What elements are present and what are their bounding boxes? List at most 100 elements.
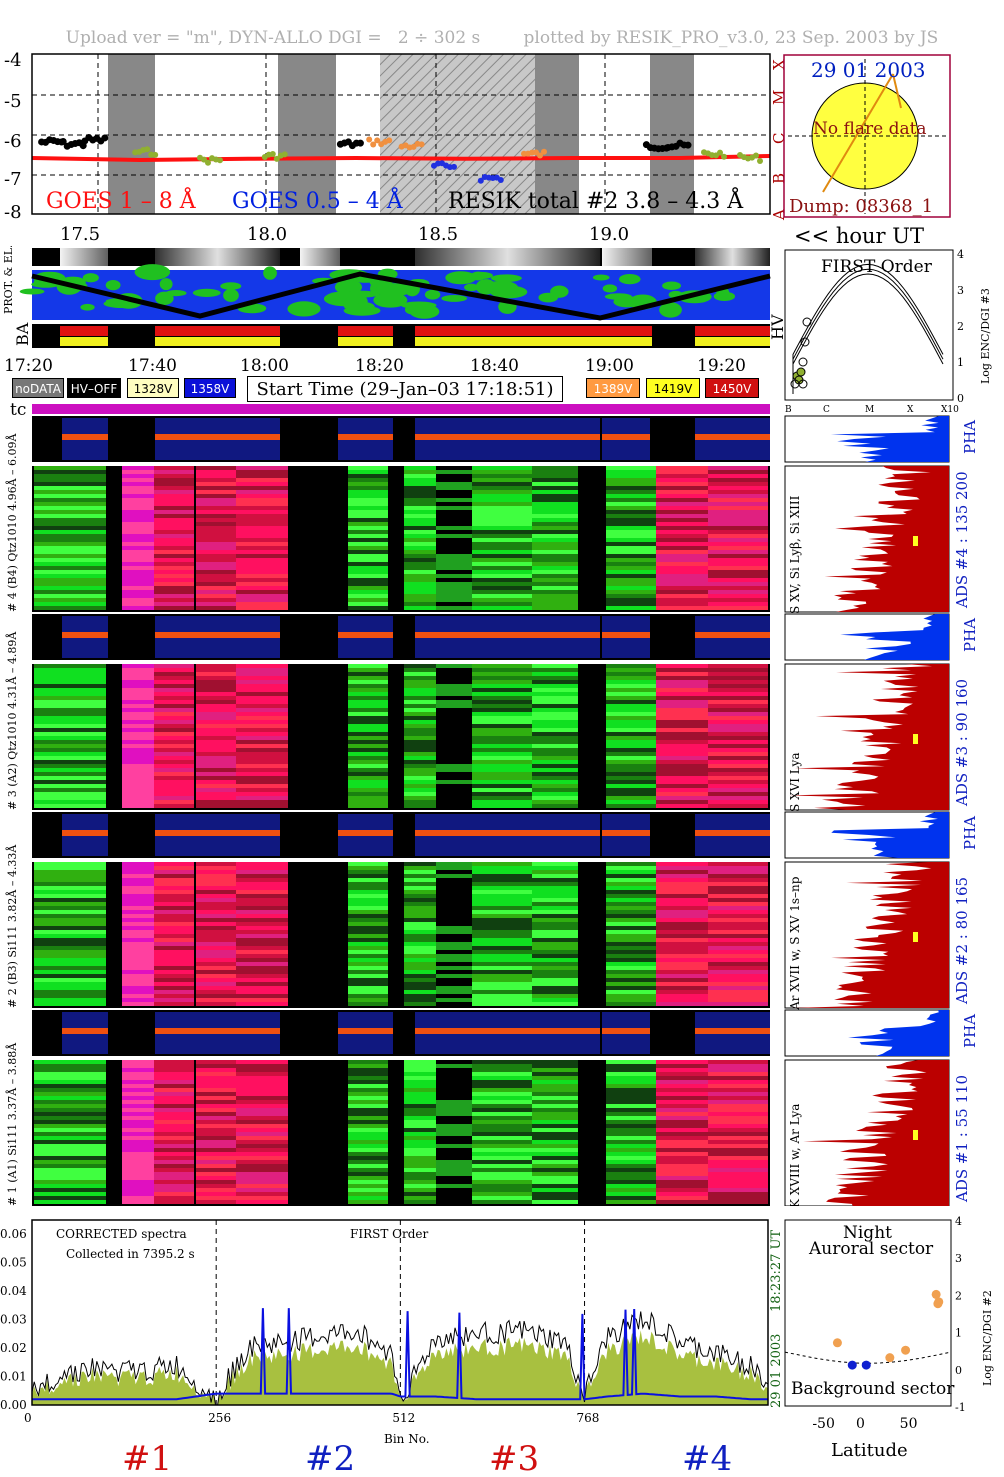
ads-row: [34, 934, 106, 938]
ads-row: [196, 506, 236, 510]
ads-row: [606, 676, 656, 680]
ads-row: [436, 768, 472, 772]
ads-row: [154, 942, 194, 946]
ads-row: [436, 1152, 472, 1156]
ads-row: [656, 1164, 708, 1168]
ads-row: [708, 780, 768, 784]
ads-row: [236, 708, 288, 712]
ads-row: [436, 970, 472, 974]
ads-row: [532, 866, 578, 870]
map-land: [490, 274, 522, 283]
ads-row: [34, 776, 106, 780]
ads-row: [532, 898, 578, 902]
ads-row: [404, 1200, 436, 1204]
ads-row: [606, 938, 656, 942]
ads-row: [532, 1124, 578, 1128]
ads-row: [122, 566, 154, 570]
ads-row: [34, 668, 106, 672]
ads-row: [122, 986, 154, 990]
ads-row: [436, 598, 472, 602]
ads-row: [348, 938, 388, 942]
ads-row: [436, 1120, 472, 1124]
ads-row: [472, 1180, 532, 1184]
ads-row: [606, 954, 656, 958]
ads-row: [606, 1076, 656, 1080]
ads-row: [122, 1184, 154, 1188]
ads-row: [532, 780, 578, 784]
ads-row: [196, 752, 236, 756]
lat-xtick: -50: [812, 1416, 835, 1432]
ads-row: [122, 862, 154, 866]
ads-row: [472, 918, 532, 922]
ads-row: [708, 1104, 768, 1108]
ads-row: [472, 566, 532, 570]
ads-row: [122, 466, 154, 470]
ads-row: [708, 574, 768, 578]
resik-point: [537, 152, 543, 159]
ads-row: [154, 1148, 194, 1152]
ads-row: [606, 668, 656, 672]
ads-row: [236, 1100, 288, 1104]
ads-row: [656, 902, 708, 906]
ads-row: [606, 1128, 656, 1132]
ads-row: [122, 1168, 154, 1172]
ads-row: [656, 498, 708, 502]
ads-row: [436, 696, 472, 700]
ads-row: [154, 514, 194, 518]
hour-ut-label: << hour UT: [794, 224, 924, 248]
map-land: [604, 293, 632, 300]
ads-row: [404, 490, 436, 494]
spec-side-date: 29 01 2003: [769, 1334, 784, 1408]
map-land: [618, 274, 641, 285]
ads-row: [34, 582, 106, 586]
ads-row: [154, 982, 194, 986]
map-land: [475, 279, 497, 295]
ads-row: [656, 1124, 708, 1128]
ads-row: [656, 1072, 708, 1076]
ads-row: [348, 1092, 388, 1096]
ads-row: [122, 788, 154, 792]
ads-row: [532, 578, 578, 582]
ads-row: [154, 546, 194, 550]
ads-row: [472, 1088, 532, 1092]
ads-row: [196, 1172, 236, 1176]
ads-row: [34, 930, 106, 934]
ads-row: [404, 688, 436, 692]
ads-row: [606, 470, 656, 474]
legend-1419v: 1419V: [646, 378, 700, 398]
ads-row: [196, 886, 236, 890]
channel-label: # 2 (B3) Si111 3.82Å – 4.33Å: [5, 844, 19, 1008]
ads-row: [404, 780, 436, 784]
ba-yellow: [338, 337, 393, 346]
ads-row: [154, 1156, 194, 1160]
ads-row: [122, 1120, 154, 1124]
ads-row: [656, 502, 708, 506]
pha-band: [338, 632, 393, 638]
ads-row: [122, 570, 154, 574]
ads-row: [436, 1080, 472, 1084]
ads-row: [404, 902, 436, 906]
ads-row: [606, 498, 656, 502]
ads-row: [34, 1096, 106, 1100]
ads-row: [532, 1176, 578, 1180]
ads-row: [122, 684, 154, 688]
ads-row: [606, 606, 656, 610]
fo-xtick: X: [907, 405, 914, 414]
ads-row: [436, 728, 472, 732]
ads-row: [154, 1144, 194, 1148]
ads-row: [708, 716, 768, 720]
ads-row: [154, 1108, 194, 1112]
ads-row: [196, 570, 236, 574]
right-pha-fill: [830, 416, 949, 462]
ads-row: [236, 482, 288, 486]
map-land: [373, 292, 408, 308]
ads-row: [34, 466, 106, 470]
ads-row: [34, 1108, 106, 1112]
pha-strip: [32, 1010, 770, 1056]
prot-label: PROT. & EL.: [2, 246, 15, 314]
ads-row: [34, 950, 106, 954]
ads-row: [404, 894, 436, 898]
ads-row: [34, 530, 106, 534]
ads-row: [348, 926, 388, 930]
